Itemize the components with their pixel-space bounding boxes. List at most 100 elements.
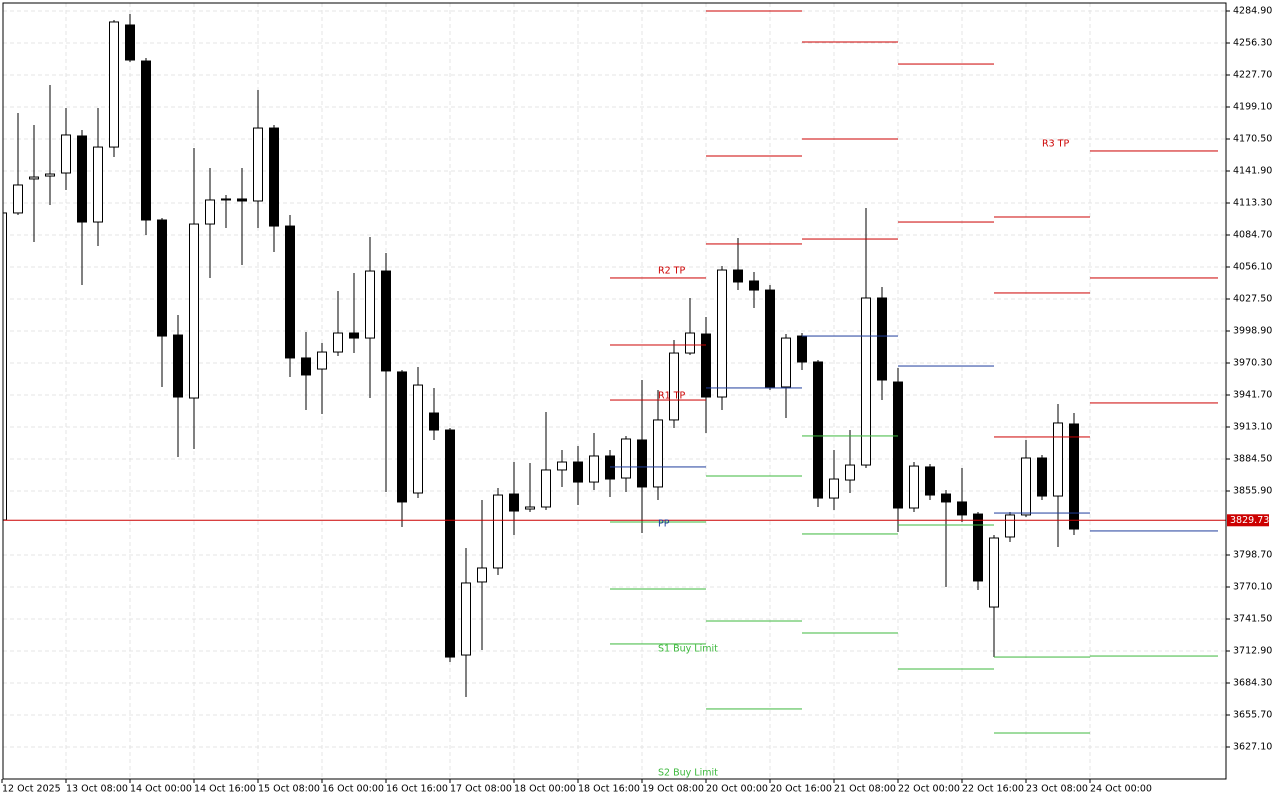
- x-tick-label: 22 Oct 00:00: [898, 784, 960, 795]
- candle-body: [29, 176, 39, 180]
- candle-body: [189, 223, 199, 399]
- candle-body: [317, 351, 327, 370]
- last-price-box: [1227, 514, 1269, 527]
- candle-body: [349, 332, 359, 339]
- candle-body: [941, 493, 951, 503]
- candle-body: [861, 297, 871, 466]
- y-tick-label: 3855.90: [1233, 486, 1272, 497]
- candle-body: [989, 537, 999, 608]
- candle-body: [973, 513, 983, 582]
- candle-body: [589, 455, 599, 483]
- x-tick-label: 24 Oct 00:00: [1090, 784, 1152, 795]
- candle-body: [1037, 457, 1047, 497]
- x-tick-label: 22 Oct 16:00: [962, 784, 1024, 795]
- candle-body: [813, 361, 823, 499]
- level-label: S1 Buy Limit: [658, 644, 718, 655]
- candle-body: [61, 134, 71, 174]
- candle-body: [717, 269, 727, 398]
- x-tick-label: 14 Oct 16:00: [194, 784, 256, 795]
- x-tick-label: 17 Oct 08:00: [450, 784, 512, 795]
- candle-body: [1069, 423, 1079, 530]
- candle-body: [109, 21, 119, 148]
- candle-body: [621, 438, 631, 479]
- candle-body: [909, 465, 919, 509]
- y-tick-label: 3884.50: [1233, 454, 1272, 465]
- candle-body: [461, 582, 471, 656]
- candle-body: [685, 332, 695, 354]
- x-tick-label: 12 Oct 2025: [2, 784, 61, 795]
- y-tick-label: 3913.10: [1233, 422, 1272, 433]
- candle-body: [781, 337, 791, 388]
- candle-body: [13, 184, 23, 214]
- y-tick-label: 4284.90: [1233, 6, 1272, 17]
- x-tick-label: 20 Oct 00:00: [706, 784, 768, 795]
- y-tick-label: 3684.30: [1233, 678, 1272, 689]
- y-tick-label: 3627.10: [1233, 742, 1272, 753]
- y-tick-label: 3941.70: [1233, 390, 1272, 401]
- y-tick-label: 3741.50: [1233, 614, 1272, 625]
- x-tick-label: 15 Oct 08:00: [258, 784, 320, 795]
- level-label: R2 TP: [658, 265, 685, 276]
- y-tick-label: 3655.70: [1233, 710, 1272, 721]
- x-tick-label: 23 Oct 08:00: [1026, 784, 1088, 795]
- candle-body: [397, 371, 407, 503]
- level-label: PP: [658, 518, 670, 529]
- candle-body: [1005, 514, 1015, 538]
- candle-body: [93, 146, 103, 223]
- x-tick-label: 19 Oct 08:00: [642, 784, 704, 795]
- y-tick-label: 4113.30: [1233, 198, 1272, 209]
- candle-body: [253, 127, 263, 202]
- candle-body: [45, 173, 55, 177]
- level-label: R1 TP: [658, 390, 685, 401]
- y-tick-label: 3798.70: [1233, 550, 1272, 561]
- candle-body: [269, 127, 279, 227]
- candle-body: [429, 412, 439, 431]
- candle-body: [77, 135, 87, 223]
- x-tick-label: 13 Oct 08:00: [66, 784, 128, 795]
- candle-body: [205, 199, 215, 225]
- y-tick-label: 3998.90: [1233, 326, 1272, 337]
- x-tick-label: 16 Oct 00:00: [322, 784, 384, 795]
- candle-body: [765, 289, 775, 388]
- candle-body: [637, 439, 647, 488]
- y-tick-label: 4141.90: [1233, 166, 1272, 177]
- x-tick-label: 14 Oct 00:00: [130, 784, 192, 795]
- last-price-label: 3829.73: [1230, 515, 1269, 526]
- candle-body: [845, 464, 855, 481]
- level-label: S2 Buy Limit: [658, 768, 718, 779]
- y-tick-label: 4199.10: [1233, 102, 1272, 113]
- candle-body: [525, 506, 535, 510]
- y-tick-label: 4170.50: [1233, 134, 1272, 145]
- candle-body: [893, 381, 903, 509]
- candle-body: [285, 225, 295, 359]
- candle-body: [877, 297, 887, 381]
- candle-body: [3, 212, 7, 521]
- y-tick-label: 3770.10: [1233, 582, 1272, 593]
- x-tick-label: 16 Oct 16:00: [386, 784, 448, 795]
- candle-body: [477, 567, 487, 583]
- candle-body: [509, 493, 519, 512]
- candle-body: [701, 333, 711, 398]
- candle-body: [365, 270, 375, 339]
- level-label: R3 TP: [1042, 138, 1069, 149]
- x-tick-label: 18 Oct 00:00: [514, 784, 576, 795]
- candle-body: [797, 335, 807, 363]
- candle-body: [125, 24, 135, 61]
- y-tick-label: 4056.10: [1233, 262, 1272, 273]
- candle-body: [493, 494, 503, 569]
- candle-body: [141, 60, 151, 221]
- y-tick-label: 4256.30: [1233, 38, 1272, 49]
- candle-body: [173, 334, 183, 398]
- candle-body: [221, 198, 231, 201]
- candle-body: [733, 269, 743, 283]
- candle-body: [957, 501, 967, 516]
- axes: 4284.90 4256.30 4227.70 4199.10 4170.50 4141.…: [1, 6, 1272, 795]
- plot-frame: [2, 2, 1227, 780]
- y-tick-label: 3970.30: [1233, 358, 1272, 369]
- y-tick-label: 3712.90: [1233, 646, 1272, 657]
- candle-body: [301, 357, 311, 376]
- x-tick-label: 20 Oct 16:00: [770, 784, 832, 795]
- y-tick-label: 4084.70: [1233, 230, 1272, 241]
- candle-body: [237, 198, 247, 202]
